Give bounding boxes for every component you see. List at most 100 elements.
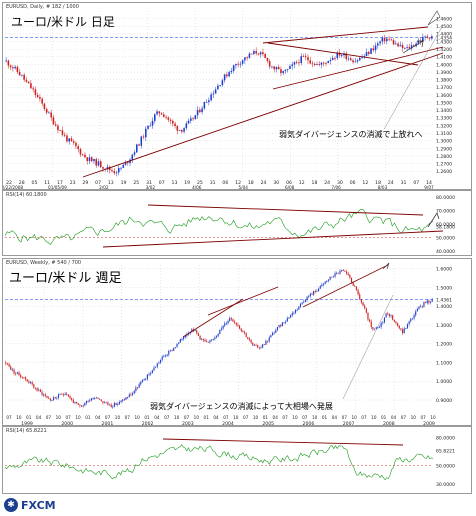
candle-body <box>120 167 122 169</box>
candle-body <box>250 53 253 55</box>
candle-body <box>246 57 248 59</box>
candle-body <box>416 308 418 312</box>
candle-body <box>21 74 23 76</box>
candle-body <box>228 72 230 77</box>
x-month-label: 07 <box>361 415 367 420</box>
candle-body <box>87 401 89 402</box>
candle-body <box>383 317 386 323</box>
candle-body <box>80 405 83 407</box>
x-month-label: 10 <box>371 415 377 420</box>
candle-body <box>378 326 381 328</box>
x-year-label: 2009 <box>423 421 435 425</box>
candle-body <box>39 389 41 392</box>
x-tick-label: 19 <box>184 180 190 186</box>
candle-body <box>326 280 328 282</box>
candle-body <box>387 313 389 315</box>
candle-body <box>403 328 405 334</box>
x-month-label: 01 <box>263 415 269 420</box>
x-month-label: 07 <box>342 415 348 420</box>
candle-body <box>308 296 310 297</box>
candle-body <box>159 359 162 363</box>
candle-body <box>300 56 303 63</box>
candle-body <box>102 401 104 403</box>
candle-body <box>392 40 395 45</box>
candle-body <box>84 154 86 158</box>
candle-body <box>408 47 411 49</box>
wedge-inner-trendline <box>267 42 419 66</box>
candle-body <box>397 43 399 47</box>
candle-body <box>99 398 101 400</box>
x-tick-label: 18 <box>312 180 318 186</box>
y-tick-label: 1.2800 <box>436 154 452 160</box>
candle-body <box>145 128 147 138</box>
candle-body <box>334 57 336 59</box>
candle-body <box>349 274 351 278</box>
candle-body <box>111 170 113 172</box>
candle-body <box>257 53 260 55</box>
x-month-label: 07 <box>420 415 426 420</box>
candle-body <box>123 399 125 401</box>
candle-body <box>194 330 196 332</box>
rsi-breakout-arrow <box>427 212 440 228</box>
annotation-pointer-line <box>382 24 444 132</box>
candle-body <box>72 399 74 403</box>
candle-body <box>156 111 158 115</box>
x-month-label: 07 <box>223 415 229 420</box>
candle-body <box>56 397 58 399</box>
y-tick-label: 1.4500 <box>436 24 452 30</box>
candle-body <box>76 401 78 404</box>
candle-body <box>128 394 130 398</box>
candle-body <box>105 402 107 404</box>
candle-body <box>431 36 433 39</box>
candle-body <box>309 293 311 297</box>
x-month-label: 04 <box>273 415 279 420</box>
candle-body <box>411 318 413 320</box>
candle-body <box>404 47 406 49</box>
candle-body <box>211 339 213 341</box>
candle-body <box>354 285 356 287</box>
candle-body <box>115 172 118 174</box>
x-month-label: 5/04 <box>239 185 249 189</box>
y-tick-label: 1.6000 <box>436 267 452 273</box>
candle-body <box>43 103 46 109</box>
y-tick-label: 1.3200 <box>436 123 452 129</box>
candle-body <box>281 322 283 327</box>
candle-body <box>174 347 176 348</box>
x-month-label: 4/06 <box>192 185 202 189</box>
candle-body <box>155 366 157 368</box>
candle-body <box>224 323 226 326</box>
candle-body <box>406 47 408 48</box>
x-tick-label: 30 <box>273 180 279 186</box>
candle-body <box>370 321 372 328</box>
candle-body <box>30 83 32 89</box>
candle-body <box>298 62 300 64</box>
candle-body <box>214 89 217 94</box>
candle-body <box>369 319 371 322</box>
candle-body <box>212 93 215 95</box>
y-tick-label: 1.3900 <box>436 70 452 76</box>
x-tick-label: 22 <box>6 180 12 186</box>
candle-body <box>340 55 343 57</box>
x-tick-label: 17 <box>57 180 63 186</box>
candle-body <box>277 67 280 70</box>
candle-body <box>321 284 323 286</box>
candle-body <box>75 142 77 147</box>
rsi-tick-label: 30.0000 <box>436 482 455 488</box>
y-tick-label: 1.3000 <box>436 139 452 145</box>
x-tick-label: 13 <box>172 180 178 186</box>
candle-body <box>81 154 84 156</box>
candle-body <box>151 120 154 126</box>
candle-body <box>406 324 409 329</box>
candle-body <box>90 157 93 162</box>
candle-body <box>275 67 278 70</box>
candle-body <box>372 48 375 51</box>
candle-body <box>268 61 271 67</box>
uptrend-line-2007 <box>302 264 389 308</box>
candle-body <box>431 299 433 302</box>
candle-body <box>334 273 336 277</box>
candle-body <box>122 164 125 168</box>
candle-body <box>183 337 185 339</box>
candle-body <box>11 369 13 371</box>
weekly-arrow-head <box>382 262 390 270</box>
candle-body <box>190 118 192 121</box>
